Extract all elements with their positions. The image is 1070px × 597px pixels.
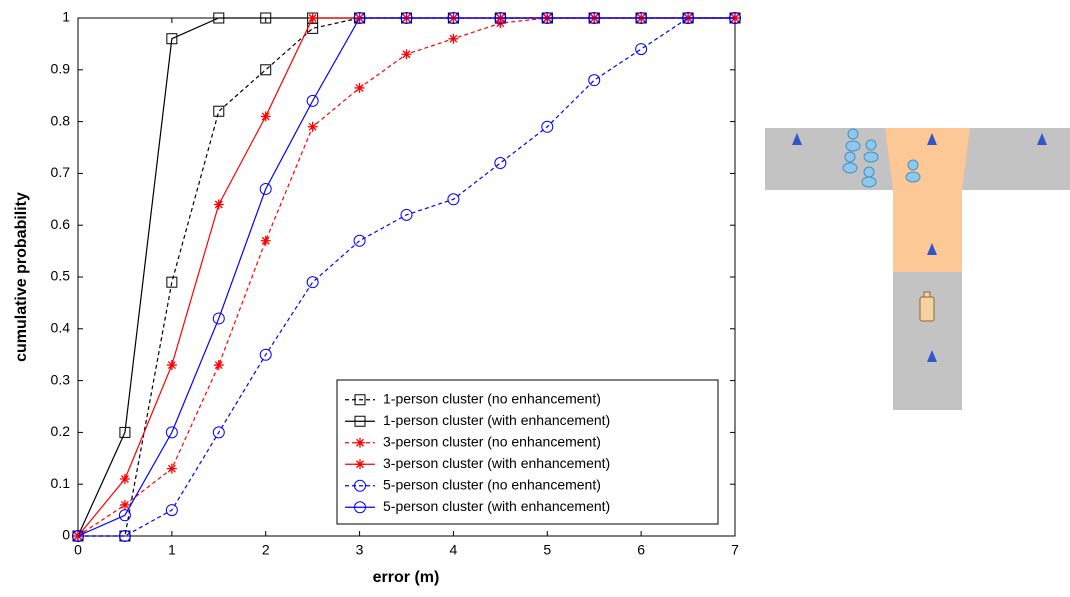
marker — [213, 105, 225, 117]
marker — [635, 43, 648, 56]
marker — [447, 193, 460, 206]
marker — [354, 415, 366, 427]
marker — [401, 49, 412, 60]
x-tick-label: 6 — [637, 542, 645, 558]
marker — [260, 235, 271, 246]
y-tick-label: 0.3 — [51, 371, 71, 387]
y-tick-label: 0.7 — [51, 164, 71, 180]
y-tick-label: 0.8 — [51, 112, 71, 128]
series-line — [78, 17, 735, 537]
marker — [306, 276, 319, 289]
marker — [212, 312, 225, 325]
marker — [306, 94, 319, 107]
marker — [494, 157, 507, 170]
marker — [72, 530, 84, 542]
y-tick-label: 1 — [62, 9, 70, 25]
series — [72, 12, 741, 542]
marker — [259, 182, 272, 195]
marker — [213, 12, 225, 24]
marker — [119, 474, 130, 485]
marker — [213, 199, 224, 210]
marker — [260, 64, 272, 76]
marker — [400, 12, 413, 24]
marker — [165, 504, 178, 517]
y-tick-label: 0.5 — [51, 268, 71, 284]
marker — [353, 12, 366, 24]
y-tick-label: 0.4 — [51, 320, 71, 336]
marker — [119, 426, 131, 438]
x-tick-label: 7 — [731, 542, 739, 558]
y-tick-label: 0 — [62, 527, 70, 543]
marker — [213, 360, 224, 371]
x-tick-label: 2 — [262, 542, 270, 558]
legend-label: 5-person cluster (no enhancement) — [383, 476, 601, 492]
marker — [166, 276, 178, 288]
marker — [260, 12, 272, 24]
marker — [260, 111, 271, 122]
map-diagram — [765, 128, 1070, 410]
marker — [118, 530, 131, 542]
legend: 1-person cluster (no enhancement) 1-perso… — [336, 379, 719, 525]
marker — [400, 208, 413, 221]
legend-label: 1-person cluster (no enhancement) — [383, 390, 601, 406]
marker — [494, 12, 507, 24]
marker — [588, 74, 601, 87]
x-tick-label: 1 — [168, 542, 176, 558]
legend-label: 3-person cluster (with enhancement) — [383, 455, 610, 471]
legend-label: 5-person cluster (with enhancement) — [383, 498, 610, 514]
marker — [166, 463, 177, 474]
marker — [354, 82, 365, 93]
marker — [541, 12, 554, 24]
marker — [588, 12, 601, 24]
marker — [354, 479, 366, 492]
y-axis-label: cumulative probability — [13, 192, 30, 362]
x-tick-label: 5 — [543, 542, 551, 558]
y-tick-label: 0.1 — [51, 475, 71, 491]
marker — [354, 501, 366, 514]
marker — [355, 459, 365, 470]
y-tick-label: 0.6 — [51, 216, 71, 232]
marker — [165, 426, 178, 439]
marker — [118, 509, 131, 522]
x-axis-label: error (m) — [373, 569, 440, 586]
marker — [541, 120, 554, 133]
marker — [119, 499, 130, 510]
y-tick-label: 0.9 — [51, 61, 71, 77]
x-tick-label: 0 — [74, 542, 82, 558]
marker — [307, 121, 318, 132]
marker — [212, 426, 225, 439]
marker — [259, 348, 272, 361]
legend-box — [336, 379, 719, 525]
marker — [447, 12, 460, 24]
marker — [729, 12, 741, 24]
marker — [448, 33, 459, 44]
marker — [635, 12, 648, 24]
series-line — [77, 17, 735, 537]
x-tick-label: 4 — [450, 542, 458, 558]
marker — [354, 394, 366, 406]
marker — [166, 360, 177, 371]
legend-label: 3-person cluster (no enhancement) — [383, 433, 601, 449]
marker — [353, 234, 366, 247]
x-tick-label: 3 — [356, 542, 364, 558]
legend-label: 1-person cluster (with enhancement) — [383, 412, 610, 428]
marker — [166, 33, 178, 45]
marker — [355, 437, 365, 448]
marker — [682, 12, 695, 24]
y-tick-label: 0.2 — [51, 423, 71, 439]
marker — [307, 13, 318, 23]
